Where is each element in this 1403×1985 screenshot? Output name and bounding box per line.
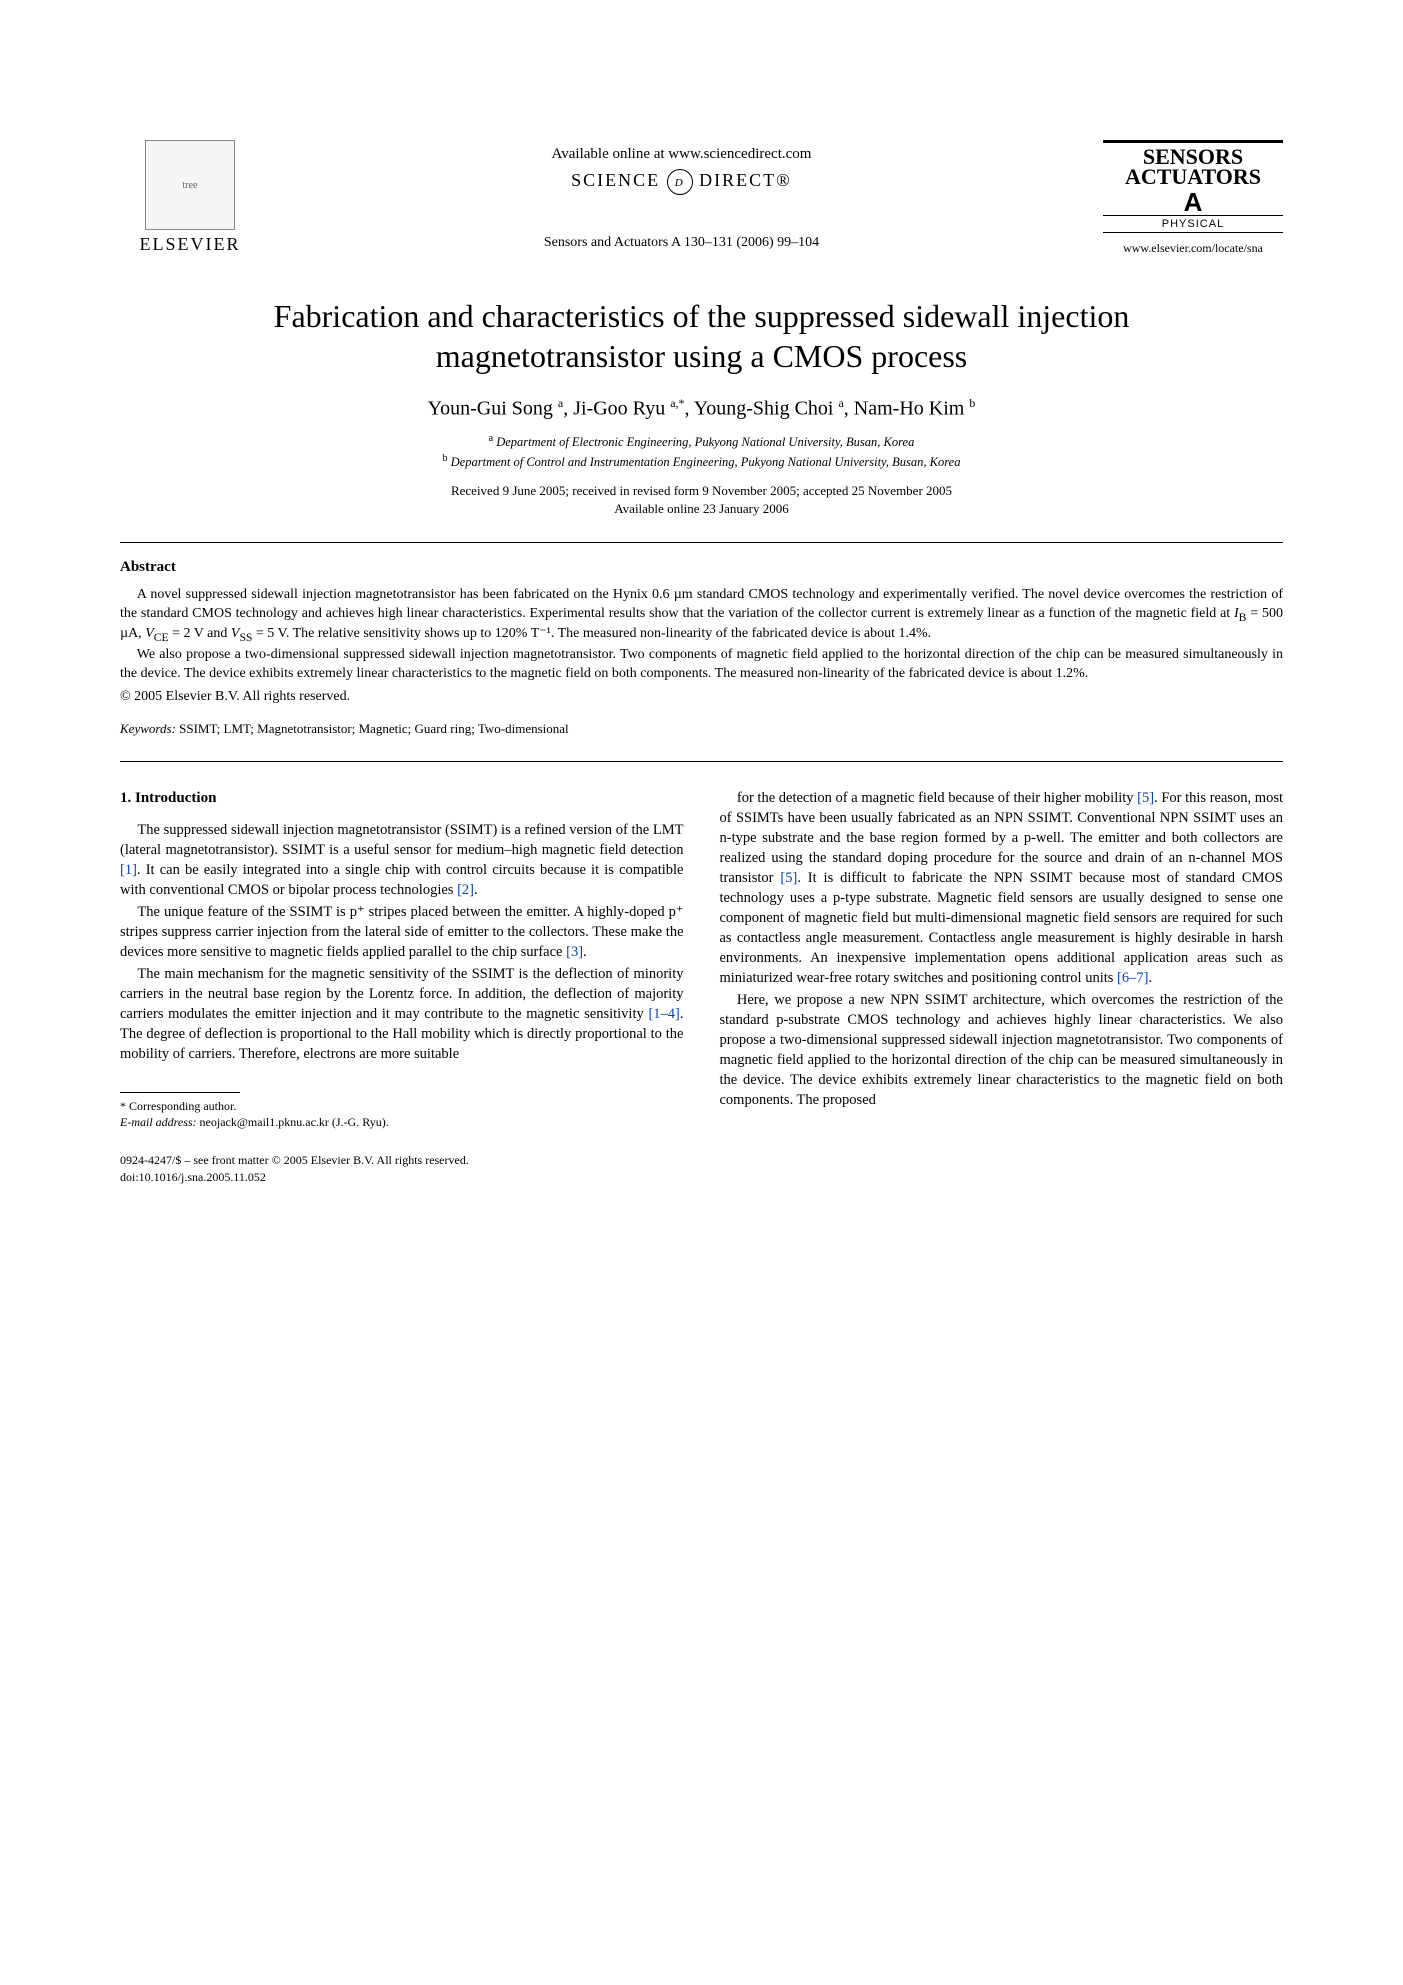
affiliation-b: b Department of Control and Instrumentat… bbox=[120, 452, 1283, 472]
keywords-text: SSIMT; LMT; Magnetotransistor; Magnetic;… bbox=[179, 721, 569, 736]
intro-p3: The main mechanism for the magnetic sens… bbox=[120, 964, 684, 1064]
journal-url: www.elsevier.com/locate/sna bbox=[1103, 241, 1283, 256]
journal-reference: Sensors and Actuators A 130–131 (2006) 9… bbox=[260, 235, 1103, 251]
email-value: neojack@mail1.pknu.ac.kr (J.-G. Ryu). bbox=[200, 1115, 389, 1129]
available-online-text: Available online at www.sciencedirect.co… bbox=[260, 146, 1103, 163]
paper-header: tree ELSEVIER Available online at www.sc… bbox=[120, 140, 1283, 256]
keywords-label: Keywords: bbox=[120, 721, 176, 736]
right-column: for the detection of a magnetic field be… bbox=[720, 788, 1284, 1131]
affiliation-b-text: Department of Control and Instrumentatio… bbox=[451, 455, 961, 469]
intro-p5: Here, we propose a new NPN SSIMT archite… bbox=[720, 990, 1284, 1110]
journal-box-a: A bbox=[1103, 189, 1283, 215]
affiliation-a: a Department of Electronic Engineering, … bbox=[120, 432, 1283, 452]
affiliation-a-text: Department of Electronic Engineering, Pu… bbox=[496, 435, 914, 449]
journal-box-physical: PHYSICAL bbox=[1103, 215, 1283, 230]
rule-above-abstract bbox=[120, 542, 1283, 543]
sciencedirect-right: DIRECT® bbox=[699, 170, 792, 190]
center-header: Available online at www.sciencedirect.co… bbox=[260, 140, 1103, 251]
abstract-heading: Abstract bbox=[120, 559, 1283, 576]
section-1-heading: 1. Introduction bbox=[120, 788, 684, 809]
authors-line: Youn-Gui Song a, Ji-Goo Ryu a,*, Young-S… bbox=[120, 396, 1283, 421]
email-footnote: E-mail address: neojack@mail1.pknu.ac.kr… bbox=[120, 1115, 684, 1131]
sciencedirect-left: SCIENCE bbox=[571, 170, 660, 190]
page-footer: 0924-4247/$ – see front matter © 2005 El… bbox=[120, 1152, 1283, 1184]
abstract-copyright: © 2005 Elsevier B.V. All rights reserved… bbox=[120, 688, 1283, 707]
journal-box: SENSORS ACTUATORS A PHYSICAL bbox=[1103, 140, 1283, 233]
publisher-block: tree ELSEVIER bbox=[120, 140, 260, 255]
publisher-name: ELSEVIER bbox=[140, 234, 241, 255]
footnote-rule bbox=[120, 1092, 240, 1093]
footer-line2: doi:10.1016/j.sna.2005.11.052 bbox=[120, 1169, 1283, 1185]
intro-p1: The suppressed sidewall injection magnet… bbox=[120, 820, 684, 900]
intro-p4: for the detection of a magnetic field be… bbox=[720, 788, 1284, 988]
article-dates: Received 9 June 2005; received in revise… bbox=[120, 482, 1283, 518]
abstract-body: A novel suppressed sidewall injection ma… bbox=[120, 586, 1283, 707]
body-columns: 1. Introduction The suppressed sidewall … bbox=[120, 788, 1283, 1131]
dates-line2: Available online 23 January 2006 bbox=[120, 500, 1283, 518]
dates-line1: Received 9 June 2005; received in revise… bbox=[120, 482, 1283, 500]
corresponding-author-note: * Corresponding author. bbox=[120, 1099, 684, 1115]
elsevier-tree-icon: tree bbox=[145, 140, 235, 230]
sciencedirect-glyph-icon: d bbox=[667, 169, 693, 195]
sciencedirect-logo: SCIENCE d DIRECT® bbox=[260, 169, 1103, 195]
abstract-p2: We also propose a two-dimensional suppre… bbox=[120, 646, 1283, 684]
journal-box-line2: ACTUATORS bbox=[1103, 167, 1283, 187]
journal-logo-block: SENSORS ACTUATORS A PHYSICAL www.elsevie… bbox=[1103, 140, 1283, 256]
intro-p2: The unique feature of the SSIMT is p⁺ st… bbox=[120, 902, 684, 962]
abstract-p1: A novel suppressed sidewall injection ma… bbox=[120, 586, 1283, 646]
rule-below-keywords bbox=[120, 761, 1283, 762]
footer-line1: 0924-4247/$ – see front matter © 2005 El… bbox=[120, 1152, 1283, 1168]
paper-title: Fabrication and characteristics of the s… bbox=[160, 296, 1243, 376]
left-column: 1. Introduction The suppressed sidewall … bbox=[120, 788, 684, 1131]
keywords-line: Keywords: SSIMT; LMT; Magnetotransistor;… bbox=[120, 721, 1283, 737]
email-label: E-mail address: bbox=[120, 1115, 197, 1129]
